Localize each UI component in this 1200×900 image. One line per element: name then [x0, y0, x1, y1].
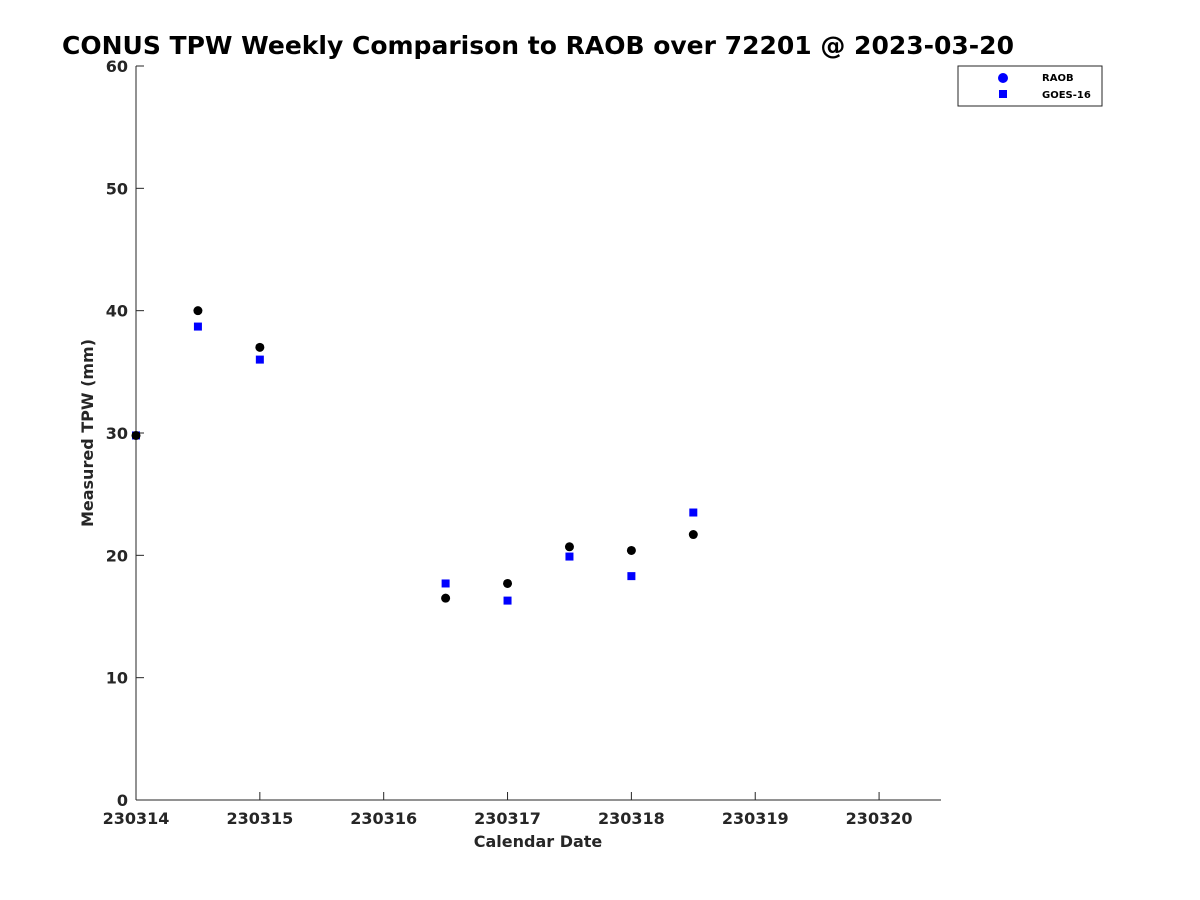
goes16-point: [627, 572, 636, 581]
axes: [135, 66, 941, 801]
data-points: [131, 306, 698, 605]
x-tick-label: 230316: [350, 809, 417, 828]
y-tick-label: 0: [117, 791, 128, 810]
goes16-point: [193, 322, 202, 331]
goes16-point: [565, 552, 574, 561]
y-tick-label: 10: [106, 669, 128, 688]
x-ticks: 230314 230315 230316 230317 230318 230319 2303…: [103, 792, 913, 828]
goes16-point: [441, 579, 450, 588]
raob-point: [131, 430, 141, 440]
y-axis-label: Measured TPW (mm): [78, 339, 97, 527]
legend-box: [957, 65, 1103, 107]
goes16-point: [689, 508, 698, 517]
x-tick-label: 230318: [598, 809, 665, 828]
goes16-point: [503, 596, 512, 605]
raob-point: [255, 342, 265, 352]
legend-marker-raob: [998, 73, 1008, 83]
legend-marker-goes: [999, 90, 1007, 98]
y-tick-label: 30: [106, 424, 128, 443]
raob-point: [626, 545, 636, 555]
legend: RAOB GOES-16: [957, 65, 1103, 107]
goes16-point: [255, 355, 264, 364]
legend-label-goes: GOES-16: [1042, 90, 1091, 101]
raob-point: [441, 593, 451, 603]
y-tick-label: 60: [106, 57, 128, 76]
x-tick-label: 230314: [103, 809, 170, 828]
legend-label-raob: RAOB: [1042, 73, 1074, 84]
x-tick-label: 230315: [226, 809, 293, 828]
x-axis-label: Calendar Date: [474, 832, 603, 851]
x-tick-label: 230317: [474, 809, 541, 828]
raob-point: [564, 542, 574, 552]
raob-point: [688, 530, 698, 540]
x-tick-label: 230320: [846, 809, 913, 828]
chart-title: CONUS TPW Weekly Comparison to RAOB over…: [62, 31, 1014, 60]
y-tick-label: 20: [106, 546, 128, 565]
y-ticks: 0 10 20 30 40 50 60: [106, 57, 144, 810]
y-tick-label: 40: [106, 302, 128, 321]
x-tick-label: 230319: [722, 809, 789, 828]
y-tick-label: 50: [106, 179, 128, 198]
raob-point: [503, 578, 513, 588]
raob-point: [193, 306, 203, 316]
